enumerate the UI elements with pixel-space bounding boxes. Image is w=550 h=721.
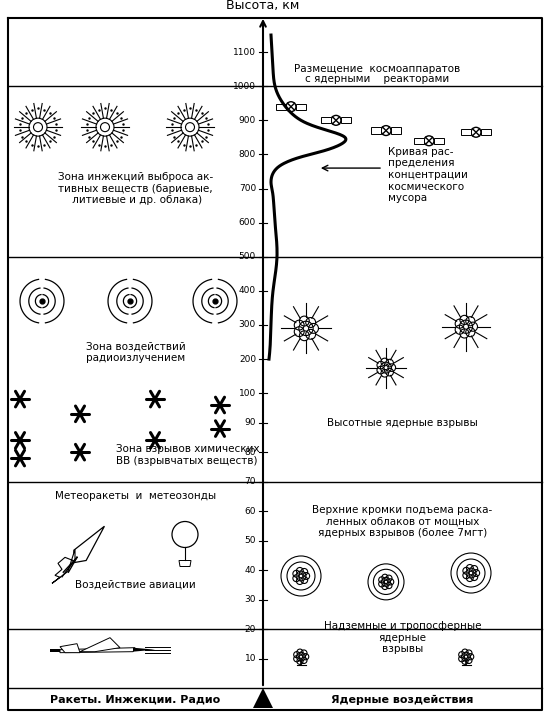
Text: 80: 80 [245, 448, 256, 456]
Polygon shape [60, 647, 135, 653]
Polygon shape [481, 129, 491, 136]
Polygon shape [60, 644, 80, 653]
Polygon shape [74, 526, 104, 562]
Text: 90: 90 [245, 418, 256, 427]
Text: Высотные ядерные взрывы: Высотные ядерные взрывы [327, 417, 478, 428]
Text: Воздействие авиации: Воздействие авиации [75, 580, 196, 590]
Polygon shape [80, 637, 120, 652]
Text: 900: 900 [239, 116, 256, 125]
Text: 20: 20 [245, 624, 256, 634]
Text: 600: 600 [239, 218, 256, 227]
Text: 400: 400 [239, 286, 256, 296]
Polygon shape [179, 560, 191, 567]
Text: Верхние кромки подъема раска-
ленных облаков от мощных
ядерных взрывов (более 7м: Верхние кромки подъема раска- ленных обл… [312, 505, 493, 539]
Text: 1100: 1100 [233, 48, 256, 57]
Polygon shape [461, 129, 471, 136]
Polygon shape [296, 104, 306, 110]
Text: 50: 50 [245, 536, 256, 545]
Text: 70: 70 [245, 477, 256, 486]
Polygon shape [321, 118, 331, 123]
Text: Зона взрывов химических
ВВ (взрывчатых веществ): Зона взрывов химических ВВ (взрывчатых в… [116, 444, 259, 466]
Text: 1000: 1000 [233, 81, 256, 91]
Text: Зона воздействий
радиоизлучением: Зона воздействий радиоизлучением [86, 342, 185, 363]
Polygon shape [50, 649, 60, 652]
Text: 200: 200 [239, 355, 256, 363]
Polygon shape [371, 128, 381, 133]
Text: Метеоракеты  и  метеозонды: Метеоракеты и метеозонды [55, 492, 216, 501]
Polygon shape [133, 647, 155, 652]
Text: Кривая рас-
пределения
концентрации
космического
мусора: Кривая рас- пределения концентрации косм… [388, 146, 468, 203]
Text: 300: 300 [239, 320, 256, 329]
Polygon shape [253, 688, 273, 708]
Text: Ядерные воздействия: Ядерные воздействия [331, 695, 474, 705]
Text: с ядерными    реакторами: с ядерными реакторами [305, 74, 450, 84]
Polygon shape [276, 104, 286, 110]
Polygon shape [341, 118, 351, 123]
Text: 60: 60 [245, 507, 256, 516]
Text: 800: 800 [239, 150, 256, 159]
Text: 10: 10 [245, 654, 256, 663]
Polygon shape [391, 128, 401, 133]
Text: Высота, км: Высота, км [226, 0, 300, 12]
Text: 30: 30 [245, 595, 256, 604]
Polygon shape [414, 138, 424, 144]
Polygon shape [434, 138, 444, 144]
Text: 500: 500 [239, 252, 256, 261]
Text: Надземные и тропосферные
ядерные
взрывы: Надземные и тропосферные ядерные взрывы [324, 622, 481, 655]
Text: 40: 40 [245, 565, 256, 575]
Polygon shape [52, 549, 75, 583]
Text: Зона инжекций выброса ак-
тивных веществ (бариевые,
 литиевые и др. облака): Зона инжекций выброса ак- тивных веществ… [58, 172, 213, 205]
Text: Размещение  космоаппаратов: Размещение космоаппаратов [294, 64, 461, 74]
Text: 100: 100 [239, 389, 256, 398]
Text: 700: 700 [239, 184, 256, 193]
Text: Ракеты. Инжекции. Радио: Ракеты. Инжекции. Радио [51, 695, 221, 705]
